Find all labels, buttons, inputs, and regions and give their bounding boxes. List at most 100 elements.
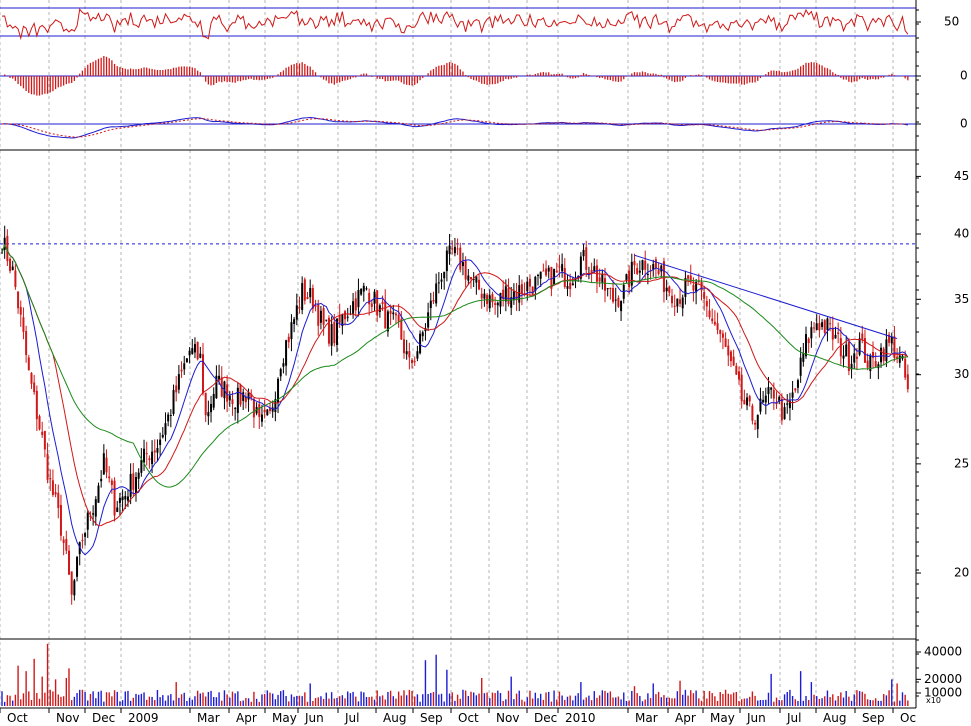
price-bar-body [132,473,135,490]
price-bar-body [692,284,695,291]
price-bar-body [885,339,888,362]
month-label: Sep [862,711,885,725]
price-bar-body [711,318,714,322]
price-bar-body [858,338,861,355]
price-bar-body [360,288,363,295]
price-bar-body [210,403,213,413]
price-bar-body [542,270,545,272]
price-bar-body [644,260,647,270]
price-bar-body [654,259,657,269]
price-bar-body [338,315,341,323]
rsi-panel [0,7,916,41]
price-bar-body [810,327,813,339]
price-bar-body [427,312,430,328]
price-bar-body [786,403,789,405]
price-bar-body [888,334,891,343]
price-bar-body [869,355,872,372]
price-bar-body [94,499,97,517]
price-bar-body [6,235,9,262]
price-bar-body [172,389,175,414]
price-bar-body [874,361,877,367]
price-bar-body [314,305,317,307]
ma-slow-line [1,243,908,488]
price-bar-body [293,319,296,325]
price-bar-body [729,351,732,362]
price-bar-body [601,273,604,284]
price-bar-body [890,337,893,344]
price-bar-body [231,399,234,405]
price-bar-body [143,448,146,463]
price-bar-body [724,338,727,347]
price-bar-body [319,310,322,323]
price-bar-body [445,250,448,272]
price-bar-body [330,323,333,346]
price-bar-body [92,513,95,515]
price-bar-body [523,293,526,295]
price-bar-body [76,556,79,577]
price-bar-body [863,338,866,363]
price-bar-body [118,497,121,504]
month-label: May [710,711,735,725]
month-label: Jul [344,711,359,725]
price-bar-body [17,291,20,309]
month-label: Dec [92,711,115,725]
price-bar-body [167,414,170,422]
price-bar-body [148,458,151,461]
price-bar-body [180,369,183,372]
price-bar-body [295,305,298,320]
price-bar-body [70,571,73,595]
price-bar-body [384,300,387,329]
price-bar-body [164,423,167,435]
price-bar-body [456,248,459,250]
price-bar-body [676,298,679,307]
price-bar-body [440,279,443,282]
price-bar-body [140,459,143,473]
price-bar-body [25,331,28,355]
price-bar-body [153,450,156,453]
price-bar-body [582,249,585,257]
price-bar-body [218,375,221,380]
price-bar-body [370,303,373,307]
price-panel [0,149,916,605]
month-label: Aug [823,711,846,725]
price-bar-body [461,262,464,267]
price-bar-body [400,319,403,340]
price-bar-body [435,283,438,304]
price-bar-body [563,268,566,287]
price-bar-body [697,280,700,282]
price-bar-body [161,434,164,438]
price-bar-body [813,327,816,329]
month-label: Oc [900,711,916,725]
price-bar-body [727,345,730,356]
price-bar-body [531,286,534,295]
price-bar-body [796,380,799,388]
price-bar-body [829,323,832,325]
price-bar-body [502,289,505,300]
price-bar-body [593,266,596,272]
price-bar-body [381,301,384,304]
price-bar-body [451,248,454,250]
price-bar-body [196,341,199,360]
price-bar-body [880,347,883,363]
price-bar-body [416,351,419,359]
price-bar-body [719,330,722,334]
price-bar-body [700,281,703,291]
price-bar-body [9,258,12,272]
price-bar-body [638,270,641,273]
price-bar-body [234,408,237,410]
price-bar-body [842,355,845,359]
price-tick-label: 35 [954,292,969,306]
price-bar-body [86,512,89,530]
price-bar-body [49,477,52,480]
price-bar-body [368,292,371,305]
price-bar-body [325,319,328,321]
price-bar-body [159,439,162,446]
price-bar-body [378,305,381,313]
price-bar-body [687,275,690,279]
month-label: Nov [56,711,79,725]
price-bar-body [617,297,620,307]
price-bar-body [341,314,344,327]
price-bar-body [27,357,30,371]
price-bar-body [826,318,829,331]
price-bar-body [108,476,111,479]
